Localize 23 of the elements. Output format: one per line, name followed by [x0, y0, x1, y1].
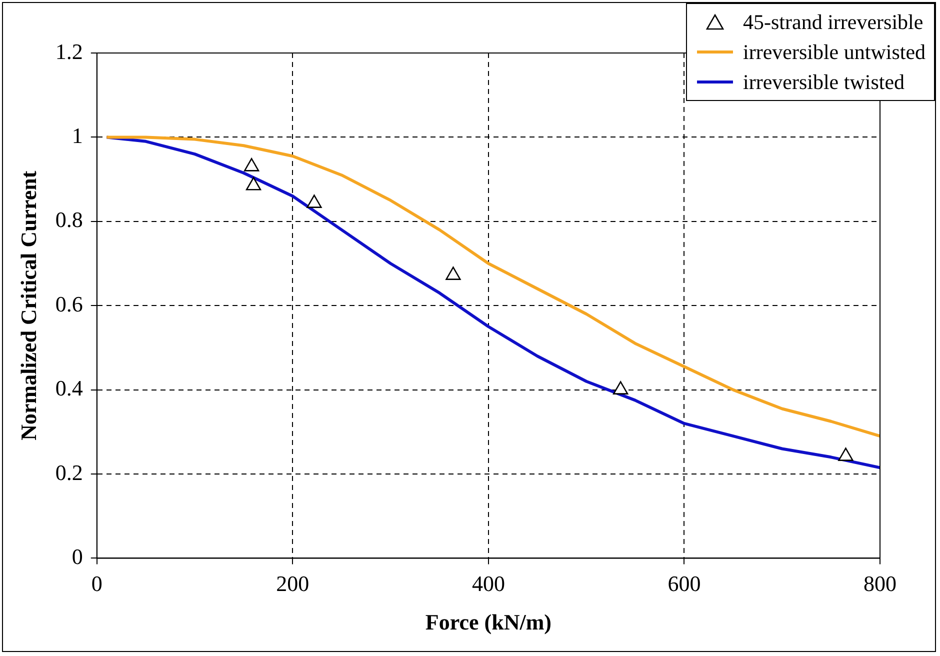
y-tick-label: 0	[72, 544, 83, 569]
x-tick-label: 400	[472, 571, 505, 596]
point	[838, 448, 854, 461]
y-tick-label: 0.2	[55, 460, 83, 485]
point	[446, 266, 461, 280]
y-tick-label: 1.2	[55, 38, 83, 64]
legend-label: 45-strand irreversible	[743, 10, 924, 34]
y-tick-label: 0.6	[55, 291, 83, 316]
legend-label: irreversible twisted	[743, 70, 905, 94]
point	[306, 194, 322, 208]
point	[246, 176, 262, 190]
y-tick-label: 1	[72, 122, 83, 148]
x-tick-label: 200	[276, 571, 310, 596]
x-tick-label: 800	[864, 571, 896, 596]
point	[244, 158, 260, 172]
legend-label: irreversible untwisted	[743, 40, 926, 64]
point	[613, 381, 628, 394]
y-axis-title: Normalized Critical Current	[16, 170, 41, 440]
y-tick-label: 0.4	[55, 376, 83, 401]
y-tick-label: 0.8	[55, 207, 83, 232]
x-axis-title: Force (kN/m)	[425, 609, 552, 634]
x-tick-label: 0	[91, 571, 102, 596]
x-tick-label: 600	[668, 571, 701, 596]
